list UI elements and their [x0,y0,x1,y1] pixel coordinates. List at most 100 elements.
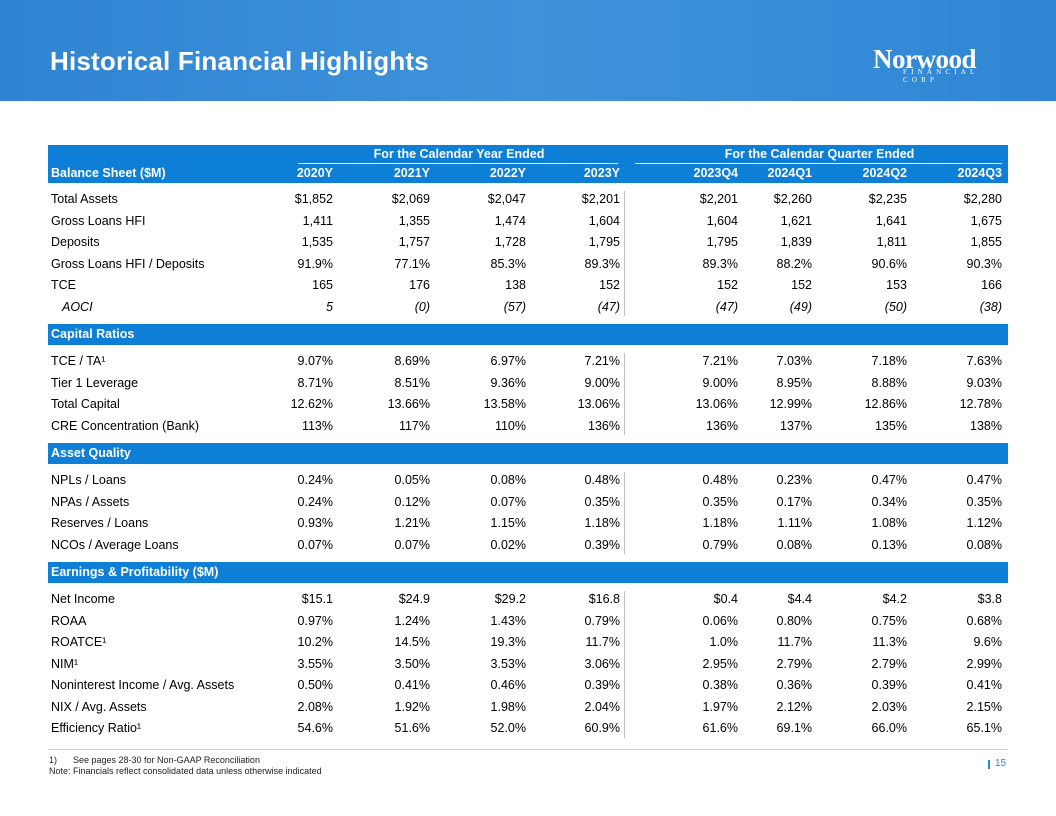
value-cell: 0.12% [394,494,430,509]
value-cell: $2,201 [581,192,620,206]
value-cell: 136% [706,418,738,433]
value-cell: 11.7% [777,635,812,649]
column-header: 2024Q2 [862,166,907,180]
value-cell: 69.1% [776,721,812,735]
value-cell: 1.15% [490,516,526,530]
value-cell: $1,852 [294,192,333,206]
value-cell: 12.86% [864,397,907,411]
table-row: Tier 1 Leverage 8.71% 8.51% 9.36% 9.00% 9.00%… [48,373,1008,395]
value-cell: 1,728 [494,235,526,249]
value-cell: 0.79% [702,537,738,552]
row-label: Total Capital [51,397,120,411]
value-cell: 117% [398,418,430,433]
value-cell: (57) [503,299,526,314]
value-cell: 0.50% [297,678,333,692]
value-cell: 13.66% [387,397,430,411]
section-header: Asset Quality [48,443,1008,464]
table-row: Reserves / Loans 0.93% 1.21% 1.15% 1.18% 1.18… [48,513,1008,535]
column-group-separator [624,472,625,554]
value-cell: 152 [791,278,812,292]
value-cell: 0.48% [584,473,620,487]
value-cell: 0.07% [490,494,526,509]
section-title: Earnings & Profitability ($M) [51,565,219,579]
value-cell: 60.9% [584,721,620,735]
row-label: NPLs / Loans [51,473,127,487]
value-cell: 0.35% [584,494,620,509]
value-cell: $3.8 [977,592,1002,606]
value-cell: 2.03% [871,699,907,714]
value-cell: 0.08% [966,537,1002,552]
value-cell: 1.21% [394,516,430,530]
value-cell: 1.12% [966,516,1002,530]
page-number: 15 [995,758,1007,769]
value-cell: 91.9% [297,256,333,271]
value-cell: 9.07% [297,354,333,368]
table-row: ROATCE¹ 10.2% 14.5% 19.3% 11.7% 1.0% 11.7% 11.3… [48,632,1008,654]
value-cell: 1.43% [490,613,526,628]
value-cell: 9.00% [584,375,620,390]
value-cell: 0.34% [871,494,907,509]
value-cell: 1,839 [780,235,812,249]
group-header-row: For the Calendar Year Ended For the Calen… [48,145,1008,164]
value-cell: 0.75% [871,613,907,628]
value-cell: 1,604 [588,213,620,228]
row-label: Gross Loans HFI [51,213,146,228]
value-cell: 0.24% [297,494,333,509]
logo-subtitle: FINANCIAL CORP [903,68,979,84]
value-cell: 10.2% [297,635,333,649]
value-cell: 0.41% [394,678,430,692]
value-cell: 1.92% [394,699,430,714]
table-row: NIX / Avg. Assets 2.08% 1.92% 1.98% 2.04% 1.9… [48,697,1008,719]
value-cell: 12.62% [290,397,333,411]
value-cell: 135% [875,418,907,433]
value-cell: 1,355 [398,213,430,228]
section-title: Capital Ratios [51,327,135,341]
table-row: Deposits 1,535 1,757 1,728 1,795 1,795 1,839 1,… [48,232,1008,254]
value-cell: 0.02% [490,537,526,552]
row-label: Reserves / Loans [51,516,149,530]
footnote-number: 1) [49,755,58,765]
section-spacer [48,437,1008,441]
value-cell: 8.88% [871,375,907,390]
value-cell: 9.6% [973,635,1003,649]
note-text: Note: Financials reflect consolidated da… [49,766,322,776]
value-cell: $4.4 [787,592,812,606]
value-cell: 2.95% [702,656,738,671]
value-cell: $2,235 [868,192,907,206]
value-cell: 8.71% [297,375,333,390]
value-cell: 8.51% [394,375,430,390]
value-cell: 110% [494,418,526,433]
value-cell: 138 [505,278,526,292]
value-cell: 0.47% [966,473,1002,487]
value-cell: 1,795 [588,235,620,249]
column-header: 2020Y [296,166,333,180]
value-cell: 0.39% [871,678,907,692]
value-cell: 52.0% [490,721,526,735]
value-cell: 1,621 [780,213,812,228]
column-header-row: Balance Sheet ($M) 2020Y 2021Y 2022Y 2023Y 20… [48,164,1008,183]
value-cell: 54.6% [297,721,333,735]
section-spacer [48,556,1008,560]
value-cell: (0) [414,299,430,314]
row-label: NCOs / Average Loans [51,537,179,552]
value-cell: $15.1 [301,592,333,606]
value-cell: 8.95% [776,375,812,390]
section-spacer [48,318,1008,322]
page-title: Historical Financial Highlights [50,46,429,76]
value-cell: 61.6% [702,721,738,735]
value-cell: 77.1% [394,256,430,271]
value-cell: 137% [780,418,812,433]
column-header: 2022Y [489,166,526,180]
column-header: 2023Y [583,166,620,180]
value-cell: (47) [597,299,620,314]
value-cell: 3.53% [490,656,526,671]
value-cell: 8.69% [394,354,430,368]
value-cell: 1.18% [702,516,738,530]
table-row: AOCI 5 (0) (57) (47) (47) (49) (50) (38) [48,297,1008,319]
value-cell: 5 [326,299,333,314]
row-label: Tier 1 Leverage [51,375,139,390]
value-cell: (49) [789,299,812,314]
value-cell: 3.55% [297,656,333,671]
value-cell: 14.5% [394,635,430,649]
value-cell: 0.35% [702,494,738,509]
